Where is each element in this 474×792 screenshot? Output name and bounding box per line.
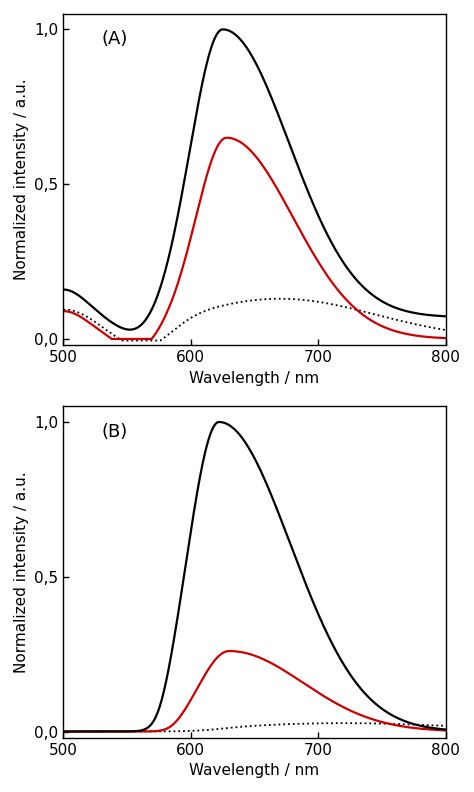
Text: (B): (B) [101,423,128,441]
Y-axis label: Normalized intensity / a.u.: Normalized intensity / a.u. [14,471,29,673]
X-axis label: Wavelength / nm: Wavelength / nm [190,371,319,386]
Y-axis label: Normalized intensity / a.u.: Normalized intensity / a.u. [14,78,29,280]
Text: (A): (A) [101,30,128,48]
X-axis label: Wavelength / nm: Wavelength / nm [190,763,319,778]
